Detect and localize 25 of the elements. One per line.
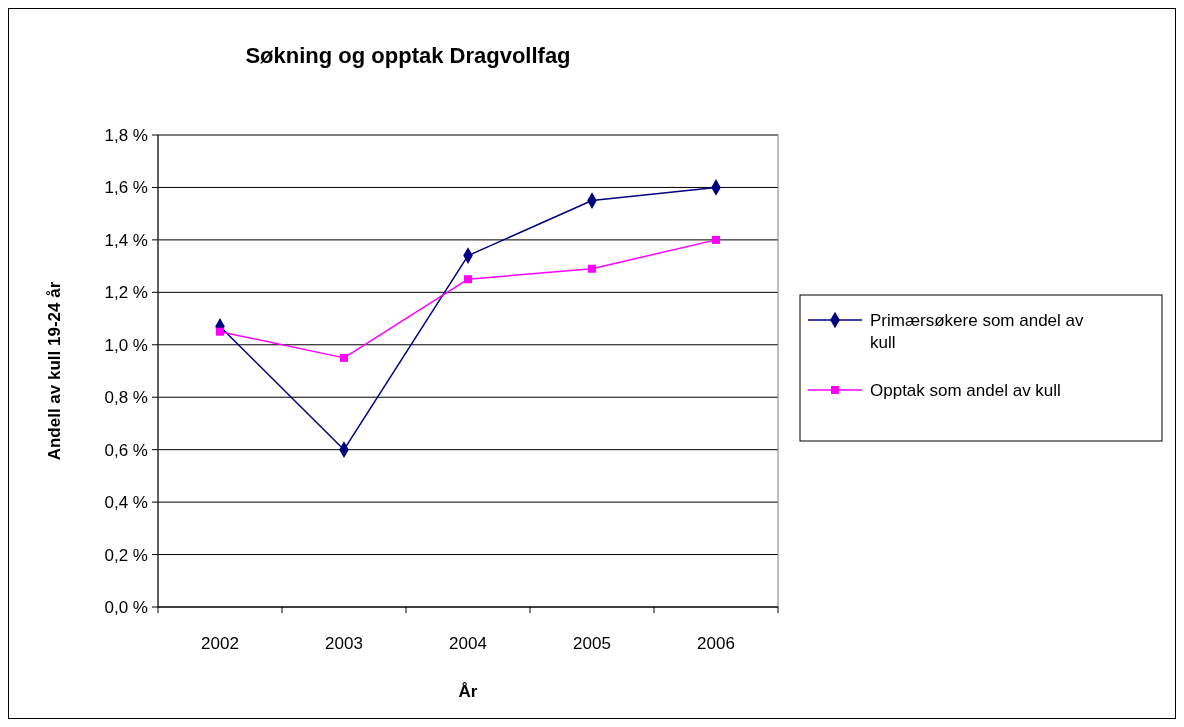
y-tick-label: 0,0 %: [104, 597, 148, 617]
y-tick-label: 0,4 %: [104, 493, 148, 513]
legend-label: Opptak som andel av kull: [870, 381, 1061, 400]
y-axis-title: Andell av kull 19-24 år: [45, 281, 64, 461]
point: [340, 353, 348, 362]
x-tick-label: 2005: [573, 634, 611, 653]
y-tick-label: 0,2 %: [104, 545, 148, 565]
x-tick-label: 2002: [201, 634, 239, 653]
chart-title: Søkning og opptak Dragvollfag: [245, 43, 571, 68]
y-tick-label: 1,0 %: [104, 335, 148, 355]
point: [464, 275, 472, 284]
y-tick-label: 1,4 %: [104, 230, 148, 250]
x-tick-label: 2004: [449, 634, 487, 653]
y-tick-label: 1,2 %: [104, 283, 148, 303]
x-axis-title: År: [458, 682, 478, 701]
x-tick-label: 2006: [697, 634, 735, 653]
y-tick-label: 0,6 %: [104, 440, 148, 460]
y-tick-label: 0,8 %: [104, 388, 148, 408]
point: [216, 327, 224, 336]
y-tick-label: 1,8 %: [104, 125, 148, 145]
x-tick-label: 2003: [325, 634, 363, 653]
y-tick-label: 1,6 %: [104, 178, 148, 198]
legend-label: Primærsøkere som andel av kull: [870, 311, 1084, 352]
point: [712, 235, 720, 244]
point: [588, 264, 596, 273]
